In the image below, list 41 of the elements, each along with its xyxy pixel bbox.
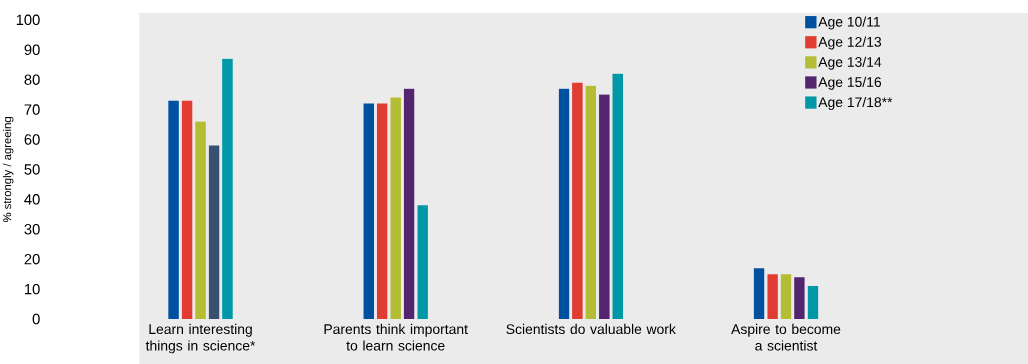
bar bbox=[767, 274, 778, 320]
bar bbox=[612, 73, 624, 320]
x-tick-label: Scientists do valuable work bbox=[506, 323, 676, 335]
legend-label: Age 10/11 bbox=[818, 16, 880, 30]
y-tick-label: 50 bbox=[24, 164, 40, 175]
y-tick-label: 10 bbox=[24, 283, 40, 295]
x-tick-label: Learn interesting things in science* bbox=[145, 323, 256, 354]
bar bbox=[585, 85, 597, 320]
legend-label: Age 12/13 bbox=[818, 36, 882, 50]
bar bbox=[390, 97, 401, 320]
bar bbox=[807, 286, 819, 320]
bar bbox=[168, 100, 179, 320]
bar bbox=[417, 205, 428, 320]
y-tick-label: 100 bbox=[16, 14, 40, 26]
y-tick-label: 0 bbox=[32, 313, 40, 325]
y-tick-label: 70 bbox=[24, 104, 40, 115]
x-tick-label: Aspire to become a scientist bbox=[731, 323, 841, 351]
y-tick-label: 60 bbox=[24, 134, 40, 145]
y-tick-label: 20 bbox=[24, 253, 40, 265]
bar bbox=[753, 268, 765, 320]
bar bbox=[558, 88, 570, 320]
legend-label: Age 13/14 bbox=[818, 56, 882, 70]
bar bbox=[363, 103, 375, 320]
bar bbox=[376, 103, 388, 320]
x-tick-label: Parents think important to learn science bbox=[324, 323, 468, 351]
bar bbox=[780, 274, 792, 320]
y-tick-label: 80 bbox=[24, 74, 40, 85]
bar bbox=[208, 145, 220, 320]
bar bbox=[599, 94, 610, 320]
y-axis-title: % strongly / agreeing bbox=[2, 117, 14, 223]
legend-label: Age 17/18** bbox=[818, 96, 893, 110]
bar bbox=[794, 277, 805, 320]
bar bbox=[195, 121, 206, 320]
bar bbox=[181, 100, 193, 320]
y-tick-label: 30 bbox=[24, 224, 40, 235]
legend-label: Age 15/16 bbox=[818, 76, 882, 90]
bar bbox=[222, 58, 233, 320]
y-tick-label: 40 bbox=[24, 194, 40, 205]
y-tick-label: 90 bbox=[24, 44, 40, 55]
bar bbox=[572, 82, 583, 320]
bar bbox=[403, 88, 415, 320]
